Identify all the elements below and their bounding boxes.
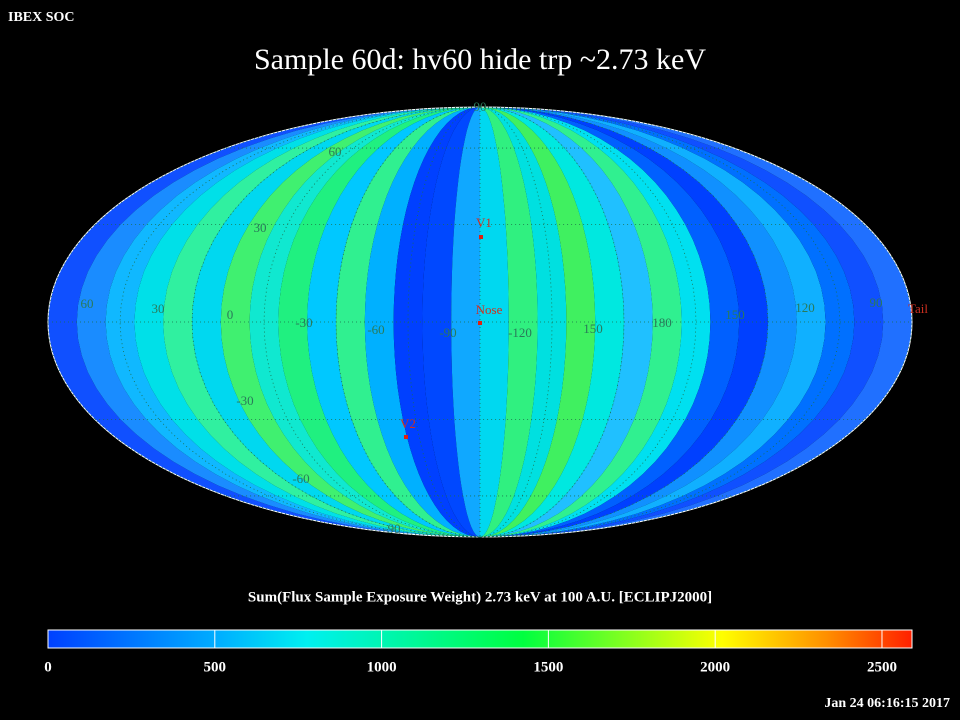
marker-label: V2: [400, 416, 416, 431]
meridian: [479, 106, 553, 538]
grid-label: 60: [81, 296, 94, 311]
grid-label: 180: [652, 315, 672, 330]
marker-dot: [479, 235, 483, 239]
colorbar-tick-label: 1500: [533, 659, 563, 675]
grid-label: -60: [367, 322, 384, 337]
colorbar-tick-label: 500: [204, 659, 227, 675]
flux-stripe: [451, 107, 480, 537]
source-label: IBEX SOC: [8, 10, 75, 25]
marker-label: V1: [476, 215, 492, 230]
grid-label: -30: [236, 393, 253, 408]
grid-label: 60: [329, 144, 342, 159]
flux-stripe: [307, 107, 480, 537]
sky-map: [48, 107, 912, 537]
flux-stripe: [278, 107, 480, 537]
grid-label: -90: [439, 325, 456, 340]
colorbar-label: Sum(Flux Sample Exposure Weight) 2.73 ke…: [248, 589, 712, 605]
timestamp: Jan 24 06:16:15 2017: [824, 696, 950, 711]
grid-label: 120: [795, 300, 815, 315]
colorbar-tick-label: 1000: [367, 659, 397, 675]
colorbar-tick-label: 2000: [700, 659, 730, 675]
grid-label: -90: [383, 521, 400, 536]
grid-label: 0: [227, 307, 234, 322]
marker-dot: [404, 435, 408, 439]
colorbar-tick-label: 2500: [867, 659, 897, 675]
colorbar-tick-label: 0: [44, 659, 52, 675]
grid-label: -60: [292, 471, 309, 486]
marker-label: Nose: [476, 302, 503, 317]
flux-stripe: [393, 107, 480, 537]
grid-label: 30: [254, 220, 267, 235]
flux-stripe: [480, 107, 653, 537]
marker-dot: [478, 321, 482, 325]
grid-label: 30: [152, 301, 165, 316]
colorbar-ticks: 0 500 1000 1500 2000 2500: [44, 630, 897, 675]
colorbar: [47, 629, 913, 649]
flux-stripe: [336, 107, 480, 537]
grid-label: 150: [725, 307, 745, 322]
meridian: [407, 106, 481, 538]
flux-stripe: [480, 107, 624, 537]
grid-label: 90: [870, 295, 883, 310]
grid-label: -30: [295, 315, 312, 330]
grid-label: 90: [474, 99, 487, 114]
marker-label: Tail: [908, 301, 928, 316]
flux-stripe: [480, 107, 567, 537]
grid-label: -120: [508, 325, 532, 340]
flux-stripe: [480, 107, 509, 537]
flux-stripe: [480, 107, 596, 537]
flux-stripe: [480, 107, 682, 537]
flux-stripe: [364, 107, 480, 537]
grid-label: 150: [583, 321, 603, 336]
title: Sample 60d: hv60 hide trp ~2.73 keV: [254, 43, 706, 76]
map-labels: 60 30 0 -30 -60 -90 -120 150 180 150 120 90 90 60 30 -3…: [81, 99, 929, 536]
